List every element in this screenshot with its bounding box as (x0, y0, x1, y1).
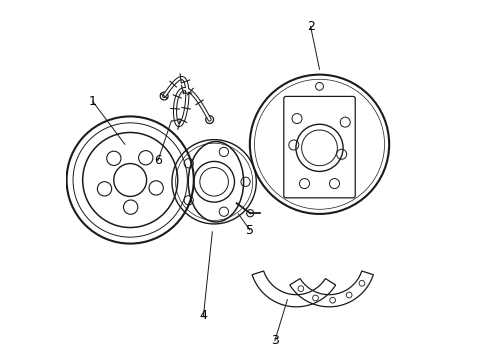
Text: 6: 6 (154, 154, 162, 167)
Text: 2: 2 (306, 20, 314, 33)
Text: 5: 5 (245, 224, 253, 237)
Text: 4: 4 (199, 309, 207, 322)
Text: 1: 1 (88, 95, 97, 108)
Text: 3: 3 (270, 334, 278, 347)
